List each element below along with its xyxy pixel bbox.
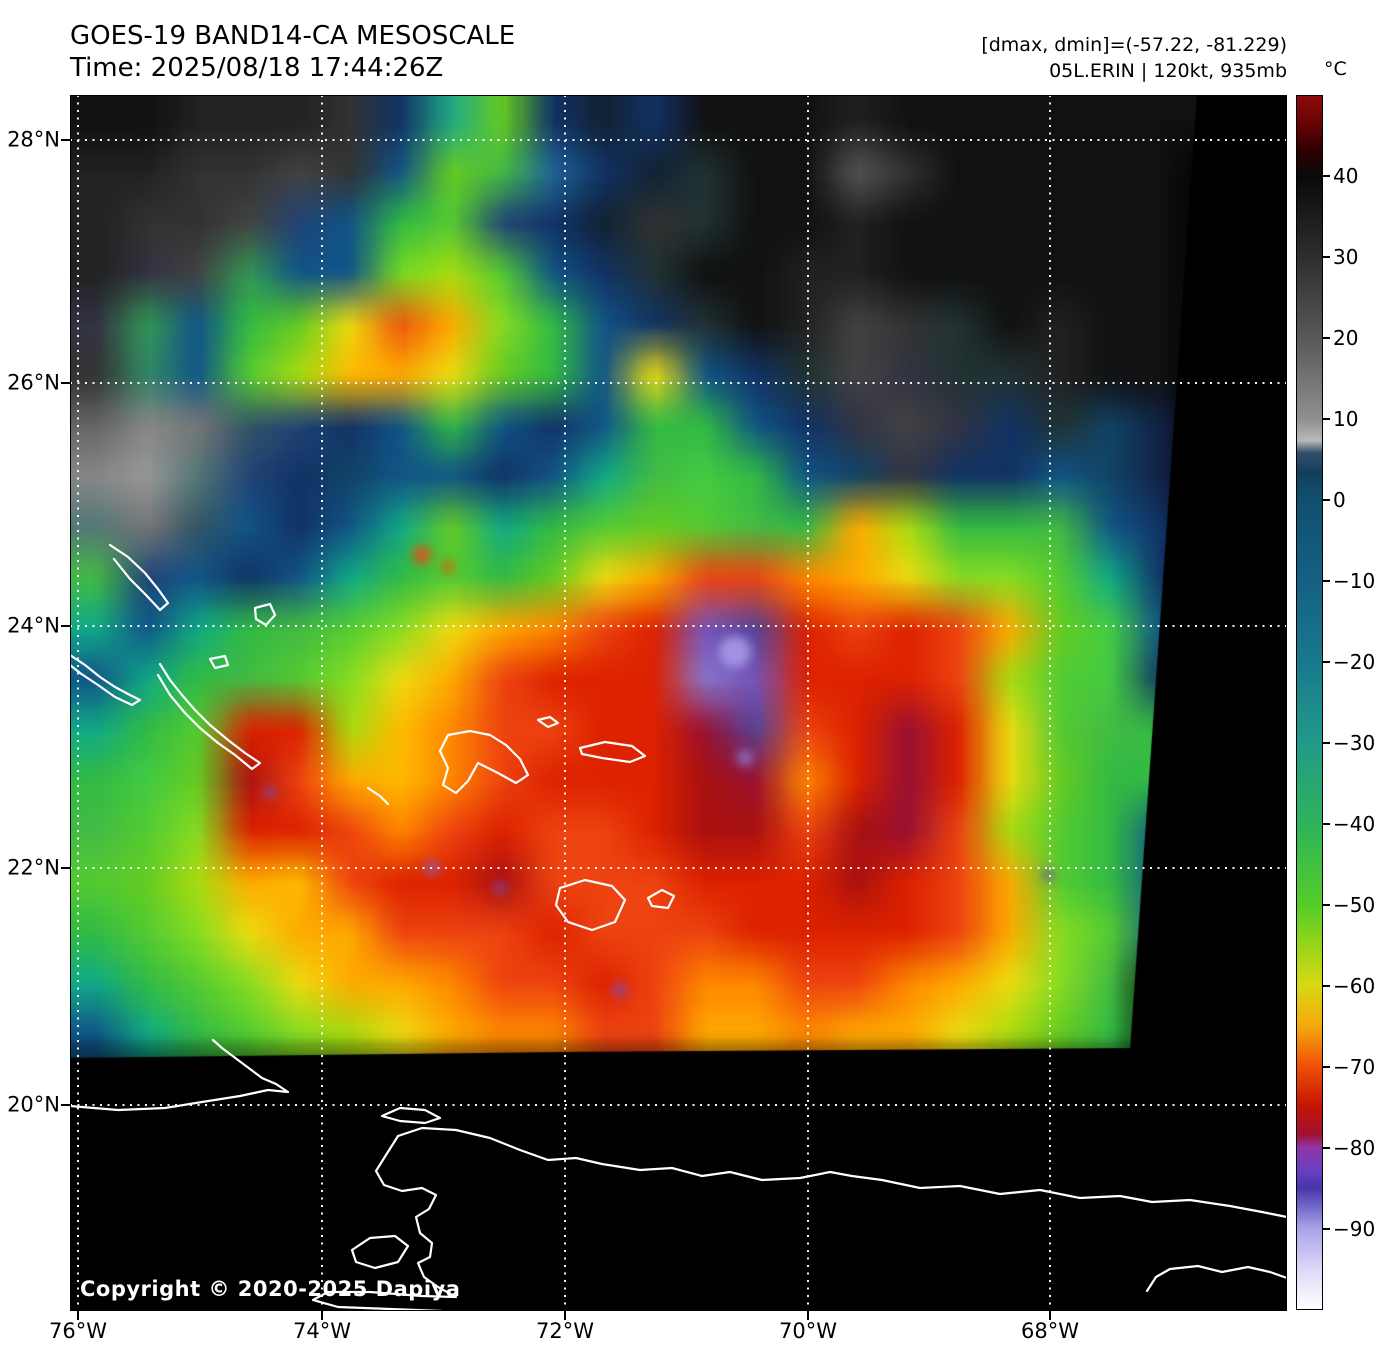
colorbar-tick-label: 40 [1333,164,1359,189]
title-line-1: GOES-19 BAND14-CA MESOSCALE [70,21,516,51]
colorbar-tick-mark [1323,984,1330,987]
colorbar-tick-mark [1323,498,1330,501]
copyright-text: Copyright © 2020-2025 Dapiya [80,1277,461,1301]
coastline-long-island [156,662,262,771]
colorbar-tick-mark [1323,175,1330,178]
colorbar-tick-mark [1323,337,1330,339]
south-overshoot-purple-spot [613,983,627,997]
colorbar-tick-label: −20 [1333,650,1376,675]
lon-tick-label: 68°W [1021,1319,1079,1343]
colorbar-tick-label: 0 [1333,487,1346,512]
colorbar-tick-label: −30 [1333,730,1376,755]
colorbar-tick-mark [1323,1227,1330,1230]
east-overshoot-purple-spot [1042,869,1054,881]
lat-tick-mark [61,1104,70,1106]
coastline-exuma-cays [70,653,142,707]
imagery-spots [264,546,1054,997]
lat-tick-label: 22°N [7,855,60,880]
colorbar-tick-mark [1323,418,1330,421]
lon-tick-mark [77,1311,79,1320]
colorbar-tick-label: −60 [1333,973,1376,998]
title-line-2: Time: 2025/08/18 17:44:26Z [70,53,444,83]
colorbar-tick-mark [1323,741,1330,744]
figure-title: GOES-19 BAND14-CA MESOSCALE Time: 2025/0… [70,20,515,84]
colorbar-tick-mark [1323,904,1330,907]
colorbar-tick-label: −10 [1333,569,1376,593]
coastline-dr-south-coast [1145,1264,1287,1293]
coastline-cat-island [108,543,170,612]
lon-tick-mark [321,1311,323,1320]
coastline-cuba-east-tip [70,1038,290,1112]
storm-core-lavender-2-spot [737,750,753,766]
west-red-dot-1-spot [413,546,431,564]
colorbar-tick-mark [1323,1147,1330,1150]
coastline-mayaguana [578,740,647,764]
coastline-rum-cay [208,654,230,670]
storm-info: [dmax, dmin]=(-57.22, -81.229) 05L.ERIN … [981,32,1287,84]
storm-id-intensity: 05L.ERIN | 120kt, 935mb [1049,60,1287,82]
coastline-plana-cays [536,715,560,729]
dmax-dmin-readout: [dmax, dmin]=(-57.22, -81.229) [981,34,1287,56]
colorbar-tick-mark [1323,255,1330,258]
colorbar-unit-label: °C [1324,58,1347,80]
coastline-great-inagua [554,878,627,932]
colorbar-tick-label: −70 [1333,1055,1376,1079]
map-overlay [70,95,1287,1311]
coastline-crooked-acklins [438,729,530,795]
coastline-haiti-west-coast [311,1134,458,1311]
colorbar-tick-label: 10 [1333,407,1359,432]
lat-tick-mark [61,139,70,141]
ir-imagery-canvas [70,95,1287,1311]
west-red-dot-2-spot [442,561,454,573]
coastline-tortuga-island [380,1106,442,1125]
colorbar-tick-label: 20 [1333,326,1359,350]
lat-tick-mark [61,382,70,384]
colorbar-tick-label: −90 [1333,1216,1376,1241]
lat-tick-mark [61,867,70,869]
colorbar [1296,95,1323,1310]
lon-tick-label: 76°W [49,1319,107,1343]
colorbar-tick-label: 30 [1333,244,1359,269]
lat-tick-label: 28°N [7,127,60,152]
lat-tick-mark [61,625,70,627]
lon-tick-mark [564,1311,566,1320]
storm-core-lavender-spot [719,636,751,668]
colorbar-tick-mark [1323,580,1330,582]
lon-tick-label: 74°W [293,1319,351,1343]
colorbar-tick-mark [1323,823,1330,825]
coastline-gonave-island [350,1234,410,1270]
lon-tick-label: 70°W [779,1319,837,1343]
colorbar-tick-label: −40 [1333,812,1376,836]
colorbar-tick-mark [1323,661,1330,664]
colorbar-tick-label: −80 [1333,1136,1376,1161]
west-overshoot-purple-3-spot [494,882,506,894]
lat-tick-label: 24°N [7,613,60,638]
lat-tick-label: 20°N [7,1092,60,1117]
colorbar-tick-label: −50 [1333,893,1376,918]
coastline-ragged-cays [366,786,390,806]
lon-tick-mark [807,1311,809,1320]
west-overshoot-purple-1-spot [264,786,276,798]
coastline-little-inagua [646,888,676,910]
lon-tick-label: 72°W [536,1319,594,1343]
coastline-san-salvador [253,602,277,627]
map-frame [70,95,1287,1311]
coastline-hispaniola-north-coast [396,1126,1287,1219]
lon-tick-mark [1049,1311,1051,1320]
satellite-map: Copyright © 2020-2025 Dapiya [70,95,1287,1311]
colorbar-tick-mark [1323,1066,1330,1068]
lat-tick-label: 26°N [7,370,60,395]
